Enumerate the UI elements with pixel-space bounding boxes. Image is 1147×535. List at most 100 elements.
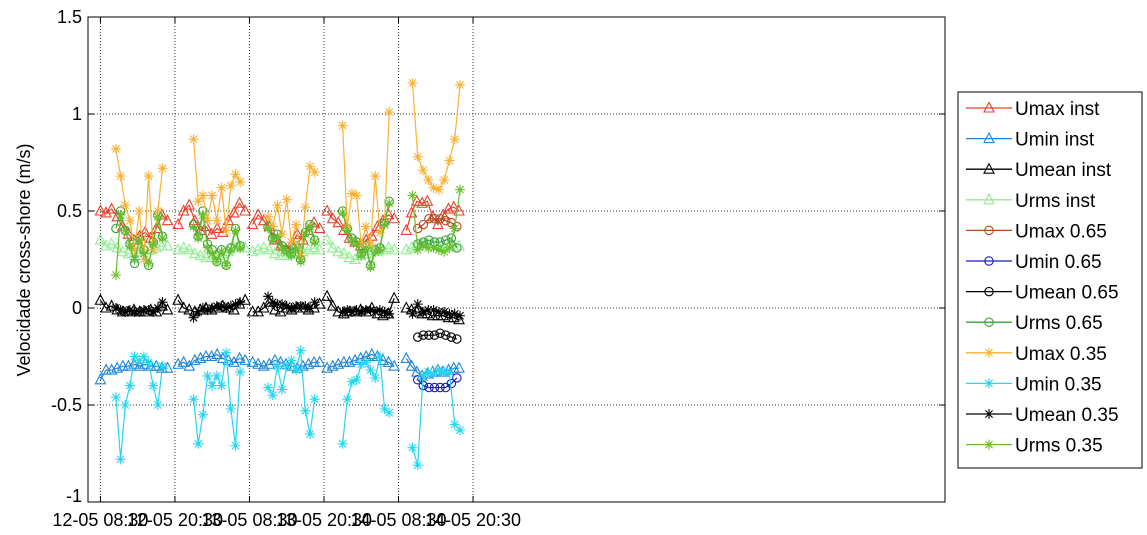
series-umean-0-35 <box>110 291 465 323</box>
data-point <box>435 328 445 338</box>
series-umin-inst <box>94 347 465 385</box>
series-umax-0-65 <box>413 214 462 234</box>
data-point <box>428 242 439 253</box>
legend-label: Umin inst <box>1015 130 1095 151</box>
data-point <box>337 246 350 259</box>
legend-swatch-marker <box>983 101 995 113</box>
legend-swatch-marker <box>983 162 995 174</box>
data-point <box>222 353 235 365</box>
data-point <box>412 151 423 162</box>
data-point <box>407 77 418 88</box>
data-point <box>202 215 213 226</box>
data-point <box>150 359 163 371</box>
data-point <box>295 256 306 267</box>
data-point <box>342 225 353 236</box>
data-point <box>272 361 283 372</box>
data-point <box>246 355 259 367</box>
data-point <box>418 165 429 176</box>
data-point <box>274 305 287 317</box>
data-point <box>211 221 224 234</box>
data-point <box>444 308 455 319</box>
data-point <box>452 373 462 383</box>
series-line <box>177 245 246 259</box>
data-point <box>435 382 445 393</box>
data-point <box>360 357 371 368</box>
data-point <box>221 303 232 313</box>
legend-swatch-marker <box>983 131 995 144</box>
data-point <box>435 214 445 224</box>
data-point <box>305 221 316 232</box>
data-point <box>365 238 376 249</box>
y-tick-label: 1 <box>72 104 82 124</box>
series-line <box>417 218 458 229</box>
data-point <box>115 171 126 182</box>
data-point <box>148 238 159 249</box>
legend-swatch-marker <box>984 256 994 266</box>
data-point <box>202 370 213 381</box>
data-point <box>124 380 135 391</box>
data-point <box>277 299 288 310</box>
series-line <box>411 82 461 191</box>
data-point <box>110 303 121 313</box>
data-point <box>193 438 204 449</box>
data-point <box>384 308 395 319</box>
data-point <box>337 120 348 131</box>
data-point <box>356 306 367 317</box>
data-point <box>449 223 460 234</box>
data-point <box>230 440 241 451</box>
y-tick-label: -0.5 <box>51 395 82 415</box>
data-point <box>100 206 112 218</box>
data-point <box>228 206 240 218</box>
y-axis: -1 -0.5 0 0.5 1 1.5 <box>51 7 945 506</box>
data-point <box>308 241 320 253</box>
data-point <box>446 332 457 342</box>
data-point <box>263 357 276 369</box>
legend-item: Urms 0.35 <box>966 436 1103 457</box>
series-line <box>177 353 246 367</box>
data-point <box>197 190 208 201</box>
y-tick-label: 1.5 <box>57 7 82 27</box>
legend-item: Umax 0.65 <box>966 221 1107 242</box>
data-point <box>216 182 227 193</box>
legend-item: Umean inst <box>966 160 1112 181</box>
data-point <box>300 229 311 240</box>
data-point <box>305 429 316 440</box>
data-point <box>202 242 213 253</box>
y-axis-label: Velocidade cross-shore (m/s) <box>14 143 34 376</box>
series-line <box>252 247 320 257</box>
data-point <box>161 214 174 226</box>
data-point <box>157 361 168 372</box>
data-point <box>115 209 126 220</box>
data-point <box>277 242 288 253</box>
data-point <box>246 217 259 230</box>
data-point <box>143 357 154 368</box>
data-point <box>313 221 326 234</box>
data-point <box>432 217 444 230</box>
data-point <box>421 194 434 206</box>
data-point <box>444 367 455 378</box>
series-urms-0-35 <box>110 184 465 281</box>
series-urms-0-65 <box>111 196 462 271</box>
data-point <box>300 301 311 312</box>
data-point <box>439 246 450 257</box>
series-umean-0-65 <box>413 328 462 344</box>
data-point <box>418 380 429 391</box>
legend-swatch-marker <box>984 286 994 297</box>
data-point <box>374 304 385 315</box>
data-point <box>177 241 190 253</box>
data-point <box>400 351 413 363</box>
data-point <box>337 438 348 449</box>
data-point <box>407 190 418 201</box>
data-point <box>239 241 252 253</box>
data-point <box>267 390 278 401</box>
legend-swatch-marker <box>984 225 994 236</box>
data-point <box>454 425 465 436</box>
data-point <box>313 355 326 367</box>
data-point <box>143 258 154 269</box>
data-point <box>291 365 302 376</box>
data-point <box>337 306 348 317</box>
data-point <box>235 176 246 187</box>
data-point <box>205 227 218 239</box>
legend-label: Urms inst <box>1015 191 1096 212</box>
